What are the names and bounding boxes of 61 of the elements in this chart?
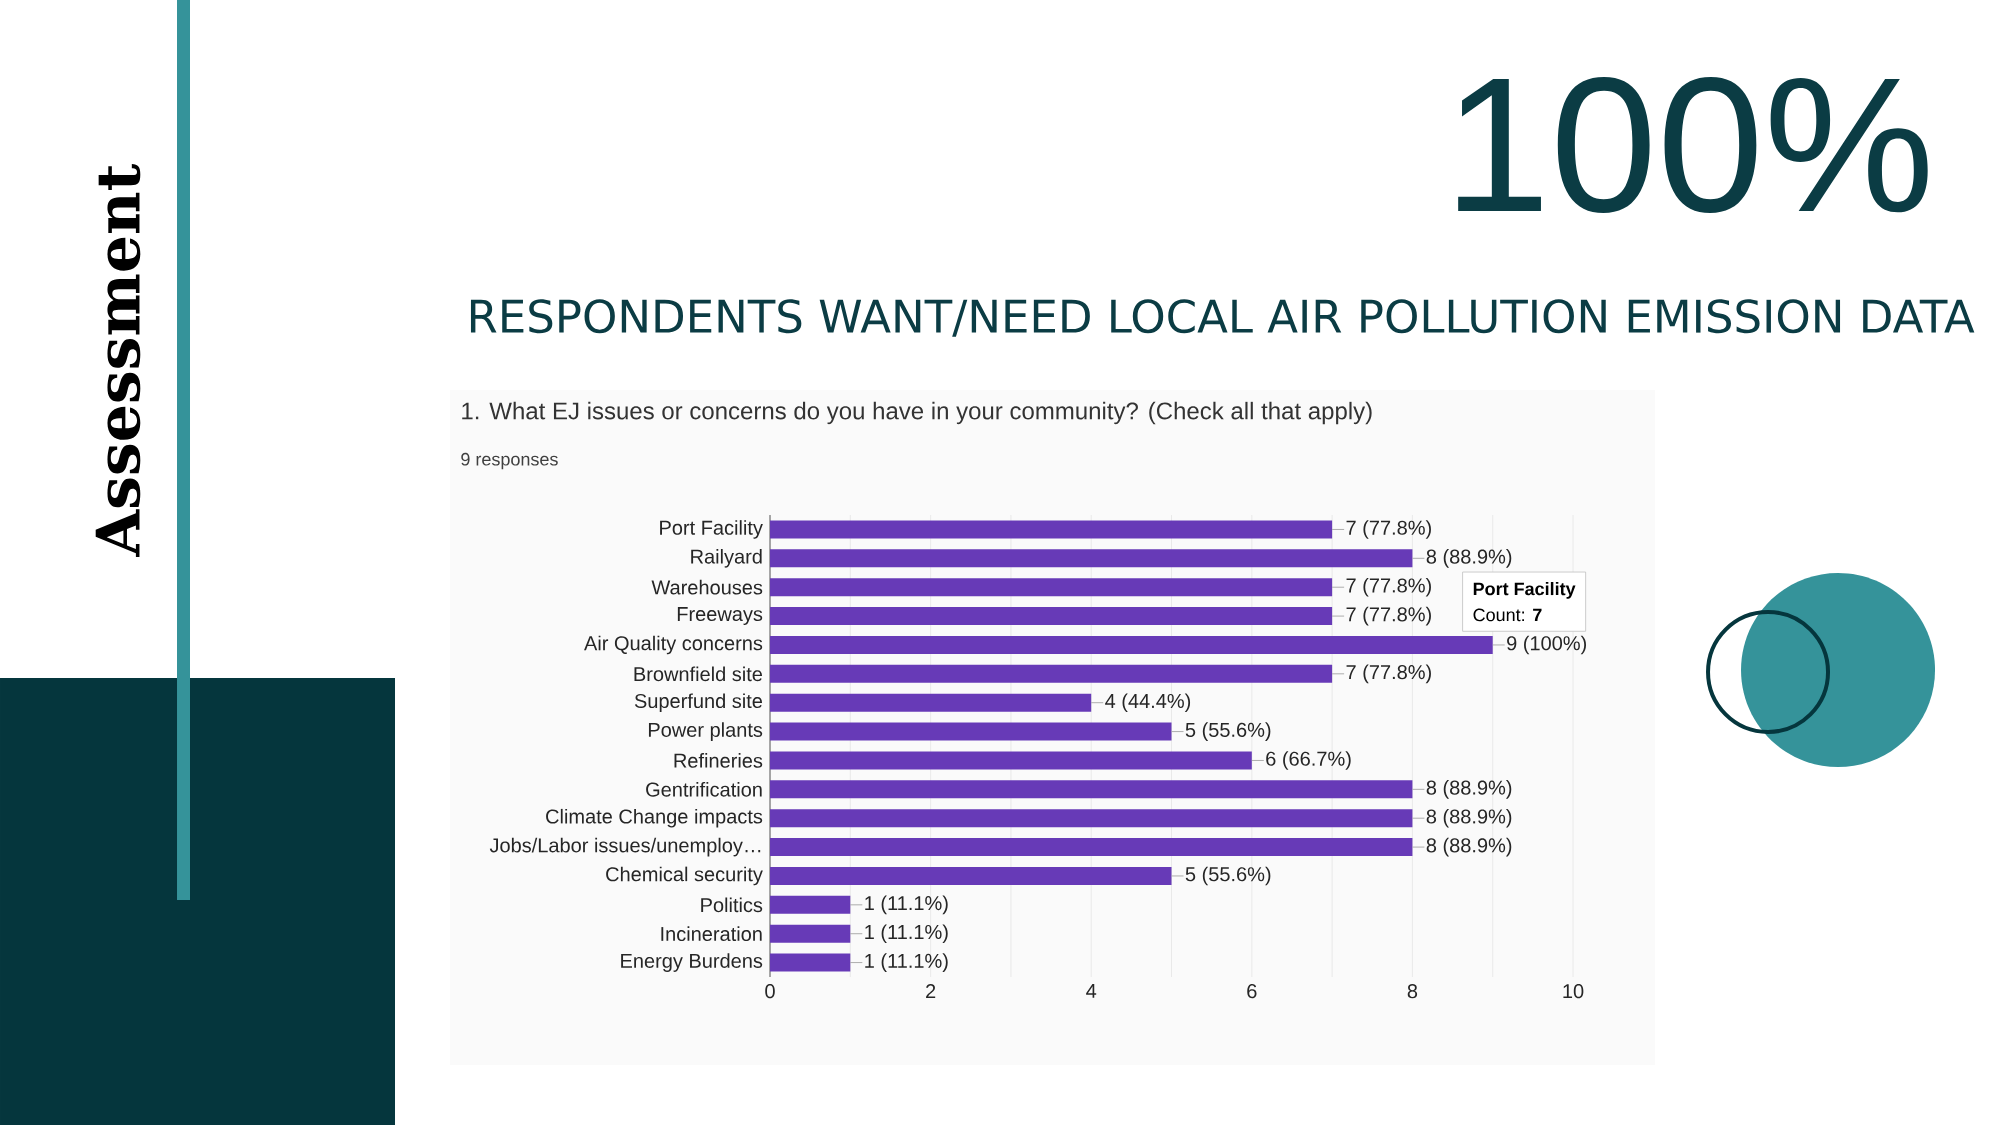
text: 9 responses xyxy=(461,452,558,470)
data-label: 7 (77.8%) xyxy=(1346,520,1431,539)
bar xyxy=(770,895,851,914)
y-tick-label: Railyard xyxy=(691,549,762,568)
bar xyxy=(770,838,1413,857)
x-tick-label: 2 xyxy=(926,984,936,999)
data-label: 8 (88.9%) xyxy=(1426,780,1512,799)
data-label: 8 (88.9%) xyxy=(1426,549,1512,568)
data-label: 1 (11.1%) xyxy=(865,895,948,915)
data-label: 7 (77.8%) xyxy=(1346,606,1431,626)
text: RESPONDENTS WANT/NEED LOCAL AIR POLLUTION EMISSION DATA xyxy=(470,299,1975,337)
x-tick-label: 6 xyxy=(1247,984,1257,999)
y-tick-label: Politics xyxy=(701,897,763,913)
data-label: 5 (55.6%) xyxy=(1185,722,1271,741)
y-tick-label: Jobs/Labor issues/unemploy… xyxy=(489,837,761,857)
x-tick-label: 8 xyxy=(1407,984,1418,999)
chart-title: 1. What EJ issues or concerns do you have in your community? (Check all that apply) xyxy=(462,401,1372,425)
text: 100% xyxy=(1458,77,1928,213)
data-label: 5 (55.6%) xyxy=(1185,866,1271,886)
bar xyxy=(770,780,1413,799)
y-tick-label: Energy Burdens xyxy=(621,953,763,972)
x-tick-label: 10 xyxy=(1563,984,1584,999)
data-label: 8 (88.9%) xyxy=(1426,837,1512,857)
data-label: 4 (44.4%) xyxy=(1105,693,1191,713)
annotation: Port Facility xyxy=(1473,582,1576,599)
data-label: 1 (11.1%) xyxy=(865,924,948,944)
data-label: 1 (11.1%) xyxy=(865,953,948,972)
annotation: Count: 7 xyxy=(1473,608,1542,622)
bar xyxy=(770,809,1413,828)
data-label: 8 (88.9%) xyxy=(1426,808,1512,828)
bar xyxy=(770,549,1413,568)
y-tick-label: Gentrification xyxy=(646,781,762,797)
y-tick-label: Freeways xyxy=(677,607,763,626)
bar xyxy=(770,722,1172,741)
bar xyxy=(770,751,1252,770)
data-label: 7 (77.8%) xyxy=(1346,664,1431,684)
bar xyxy=(770,693,1092,712)
y-tick-label: Superfund site xyxy=(634,693,763,713)
data-label: 6 (66.7%) xyxy=(1266,751,1351,770)
y-tick-label: Port Facility xyxy=(660,520,763,539)
y-tick-label: Air Quality concerns xyxy=(584,635,763,655)
y-tick-label: Climate Change impacts xyxy=(546,808,763,828)
bar xyxy=(770,866,1172,885)
text: Assessment xyxy=(95,163,141,557)
y-tick-label: Warehouses xyxy=(651,579,763,595)
bar xyxy=(770,607,1333,626)
bar xyxy=(770,520,1333,539)
x-tick-label: 4 xyxy=(1086,984,1097,998)
bar xyxy=(770,635,1493,654)
y-tick-label: Brownfield site xyxy=(634,666,763,682)
bar xyxy=(770,953,851,972)
data-label: 9 (100%) xyxy=(1507,635,1587,655)
bar xyxy=(770,924,851,943)
x-tick-label: 0 xyxy=(765,984,775,999)
y-tick-label: Chemical security xyxy=(606,866,763,886)
y-tick-label: Power plants xyxy=(648,722,763,741)
y-tick-label: Incineration xyxy=(661,926,762,942)
y-tick-label: Refineries xyxy=(674,753,763,768)
data-label: 7 (77.8%) xyxy=(1346,577,1431,597)
bar xyxy=(770,578,1333,597)
bar xyxy=(770,664,1333,683)
